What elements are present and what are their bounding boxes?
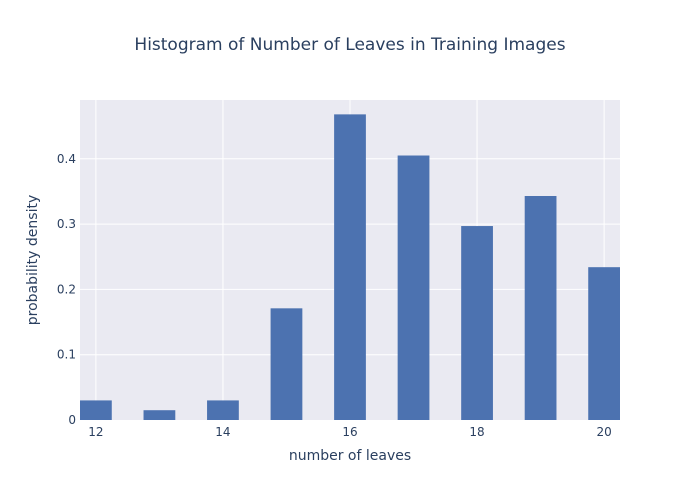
histogram-bar <box>524 196 557 420</box>
y-tick-label: 0.4 <box>57 152 76 166</box>
x-axis-title: number of leaves <box>289 448 411 464</box>
y-tick-label: 0.2 <box>57 282 76 296</box>
x-tick-label: 16 <box>342 425 357 439</box>
x-tick-label: 20 <box>596 425 611 439</box>
y-tick-label: 0.3 <box>57 217 76 231</box>
histogram-bar <box>207 400 239 420</box>
histogram-bar <box>588 267 620 420</box>
x-tick-labels: 12 14 16 18 20 <box>88 425 612 439</box>
histogram-bar <box>334 114 366 421</box>
y-axis-title: probability density <box>25 195 41 325</box>
histogram-bar <box>461 226 493 420</box>
x-tick-label: 18 <box>469 425 484 439</box>
histogram-bar <box>270 308 303 420</box>
histogram-bar <box>397 155 430 421</box>
x-tick-label: 14 <box>215 425 230 439</box>
y-tick-label: 0.1 <box>57 348 76 362</box>
x-tick-label: 12 <box>88 425 103 439</box>
histogram-bar <box>80 400 112 420</box>
y-tick-label: 0 <box>68 413 76 427</box>
chart-title: Histogram of Number of Leaves in Trainin… <box>134 35 565 55</box>
bars <box>80 114 620 421</box>
histogram-bar <box>143 410 176 420</box>
y-tick-labels: 0 0.1 0.2 0.3 0.4 <box>57 152 76 427</box>
